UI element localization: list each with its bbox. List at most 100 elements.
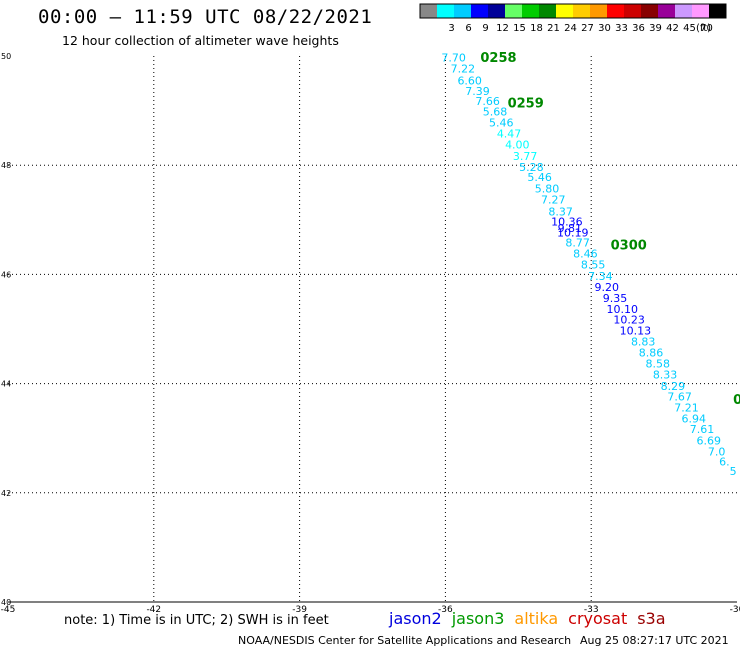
y-tick-label: 40 [1,598,11,607]
wave-height-label: 10.13 [620,325,652,338]
wave-height-label: 10.23 [613,314,645,327]
x-tick-label: -33 [584,605,599,615]
wave-height-label: 10.10 [607,303,639,316]
wave-height-label: 8.33 [653,368,678,381]
wave-height-label: 7.70 [441,52,466,65]
wave-height-label: 4.47 [497,128,522,141]
y-tick-label: 44 [1,380,11,389]
colorbar-swatch [471,4,488,18]
colorbar-swatch [556,4,573,18]
wave-height-label: 7.39 [465,85,490,98]
wave-height-label: 9.20 [595,281,620,294]
wave-height-label: 9.35 [603,292,628,305]
colorbar-frame [419,3,727,19]
chart-title: 00:00 — 11:59 UTC 08/22/2021 [38,6,373,28]
wave-height-label: 5.68 [483,106,508,119]
colorbar-swatch [573,4,590,18]
created-timestamp: Aug 25 08:27:17 UTC 2021 [580,634,729,647]
wave-height-label: 7.67 [667,391,692,404]
wave-height-label: 8.58 [646,357,671,370]
wave-height-label: 7.22 [451,63,476,76]
x-tick-label: -45 [1,605,16,615]
x-tick-label: -42 [146,605,161,615]
wave-height-label: 5.46 [489,117,514,130]
x-tick-label: -30 [730,605,740,615]
colorbar-label: 18 [530,23,543,34]
wave-height-label: 8.37 [548,206,573,219]
wave-height-label: 8.55 [581,259,606,272]
wave-height-label: 10.36 [551,215,583,228]
colorbar-swatch [454,4,471,18]
wave-height-label: 7.66 [475,95,500,108]
wave-height-label: 7.0 [708,445,726,458]
y-tick-label: 50 [1,52,11,61]
x-tick-label: -39 [292,605,307,615]
time-label: 0258 [480,51,516,66]
colorbar-swatch [522,4,539,18]
colorbar-label: 27 [581,23,594,34]
wave-height-label: 5.46 [527,171,552,184]
colorbar-label: 45 [683,23,696,34]
colorbar-label: 12 [496,23,509,34]
satellite-legend: jason2 jason3 altika cryosat s3a [389,609,676,628]
wave-height-label: 6.69 [697,434,722,447]
colorbar-swatch [488,4,505,18]
color-scale-legend: 3 6 9 12 15 18 21 24 27 30 33 36 39 42 45 70(ft) [419,3,727,34]
colorbar-swatch [420,4,437,18]
chart-subtitle: 12 hour collection of altimeter wave hei… [62,33,339,48]
wave-height-label: 3.77 [513,150,538,163]
colorbar-label: 30 [598,23,611,34]
wave-height-label: 9.81 [558,222,583,235]
wave-height-label: 8.83 [631,336,656,349]
colorbar-swatch [692,4,709,18]
colorbar-swatch [658,4,675,18]
colorbar-label: 36 [632,23,645,34]
x-tick-label: -36 [438,605,453,615]
y-tick-label: 42 [1,489,11,498]
wave-height-label: 7.27 [541,194,566,207]
colorbar-swatch [539,4,556,18]
colorbar-swatch [641,4,658,18]
colorbar-label: 42 [666,23,679,34]
satellite-legend-jason2: jason2 [389,609,442,628]
colorbar-label: 70 [700,23,713,34]
wave-height-label: 7.21 [674,402,699,415]
footnote: note: 1) Time is in UTC; 2) SWH is in fe… [64,613,329,628]
credit-line: NOAA/NESDIS Center for Satellite Applica… [238,634,572,647]
wave-height-label: 7.34 [588,270,613,283]
wave-height-label: 5.28 [519,161,544,174]
wave-height-label: 8.46 [573,248,598,261]
y-tick-label: 46 [1,270,11,279]
wave-height-label: 8.86 [639,346,664,359]
colorbar-swatch [437,4,454,18]
time-label: 0300 [611,238,647,253]
wave-height-label: 5.80 [535,183,560,196]
colorbar-swatch [590,4,607,18]
colorbar-swatch [709,4,726,18]
satellite-legend-altika: altika [514,609,559,628]
wave-height-label: 8.77 [565,237,590,250]
colorbar-swatch [607,4,624,18]
satellite-legend-jason3: jason3 [451,609,505,628]
y-tick-label: 48 [1,161,11,170]
satellite-legend-s3a: s3a [637,609,666,628]
colorbar-swatch [505,4,522,18]
wave-height-label: 7.61 [690,423,715,436]
satellite-legend-cryosat: cryosat [568,609,628,628]
colorbar-label: 6 [465,23,471,34]
wave-height-label: 6.94 [681,413,706,426]
wave-height-label: 6.60 [457,75,482,88]
time-label: 03 [733,393,740,408]
colorbar-label: 3 [448,23,454,34]
colorbar-label: 33 [615,23,628,34]
colorbar-label: 24 [564,23,577,34]
colorbar-label: 15 [513,23,526,34]
colorbar-label: 21 [547,23,560,34]
wave-height-label: 10.19 [557,226,589,239]
time-label: 0259 [508,96,544,111]
wave-height-label: 8.29 [661,380,686,393]
colorbar-label: 9 [482,23,488,34]
wave-height-label: 5 [730,465,737,478]
